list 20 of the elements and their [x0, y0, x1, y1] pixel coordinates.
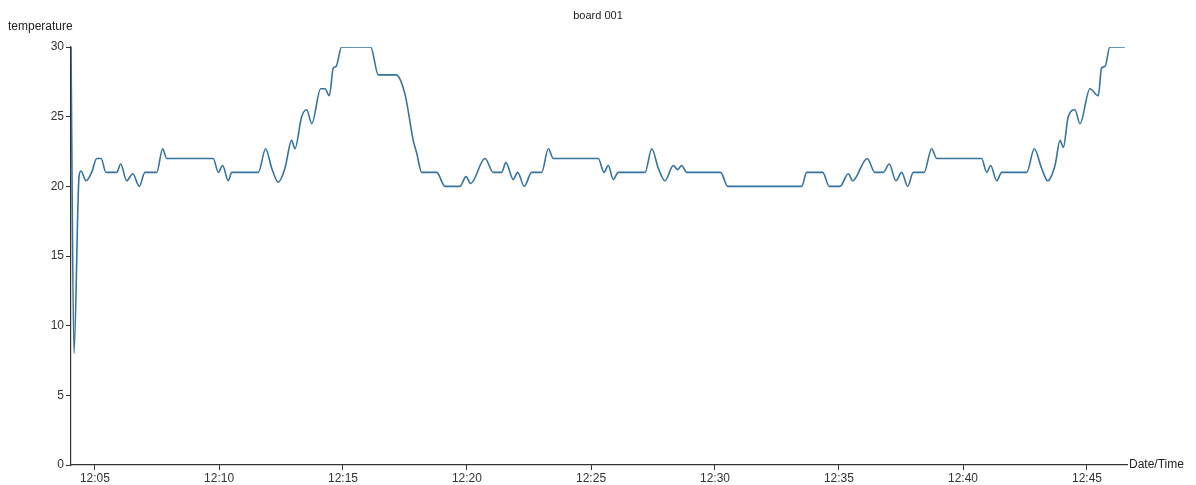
y-tick-label: 15	[50, 248, 65, 263]
y-tick-label: 30	[50, 39, 65, 54]
y-tick-label: 20	[50, 178, 65, 193]
x-tick-label: 12:20	[451, 470, 483, 485]
y-tick-label: 25	[50, 108, 65, 123]
y-tick-label: 5	[57, 387, 65, 402]
y-tick-label: 0	[57, 457, 65, 472]
x-tick-label: 12:45	[1071, 470, 1103, 485]
x-tick-label: 12:40	[948, 470, 979, 485]
y-axis-title: temperature	[8, 19, 74, 34]
x-tick-label: 12:35	[823, 470, 855, 485]
x-tick-label: 12:25	[576, 470, 607, 485]
y-tick-label: 10	[50, 317, 65, 332]
x-tick-label: 12:30	[699, 470, 731, 485]
x-tick-label: 12:15	[327, 470, 359, 485]
chart-title: board 001	[573, 9, 623, 22]
x-tick-label: 12:10	[204, 470, 235, 485]
line-series	[71, 47, 1126, 355]
x-tick-label: 12:05	[79, 470, 111, 485]
x-axis-title: Date/Time	[1129, 457, 1185, 472]
